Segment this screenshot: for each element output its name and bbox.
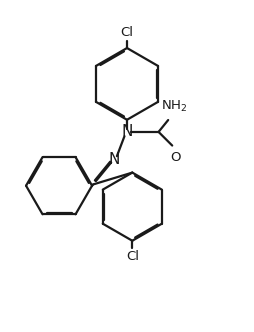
Text: O: O — [170, 151, 181, 164]
Text: Cl: Cl — [120, 26, 134, 39]
Text: NH$_2$: NH$_2$ — [161, 99, 187, 114]
Text: N: N — [121, 124, 133, 139]
Text: N: N — [108, 152, 120, 167]
Text: Cl: Cl — [126, 250, 139, 263]
